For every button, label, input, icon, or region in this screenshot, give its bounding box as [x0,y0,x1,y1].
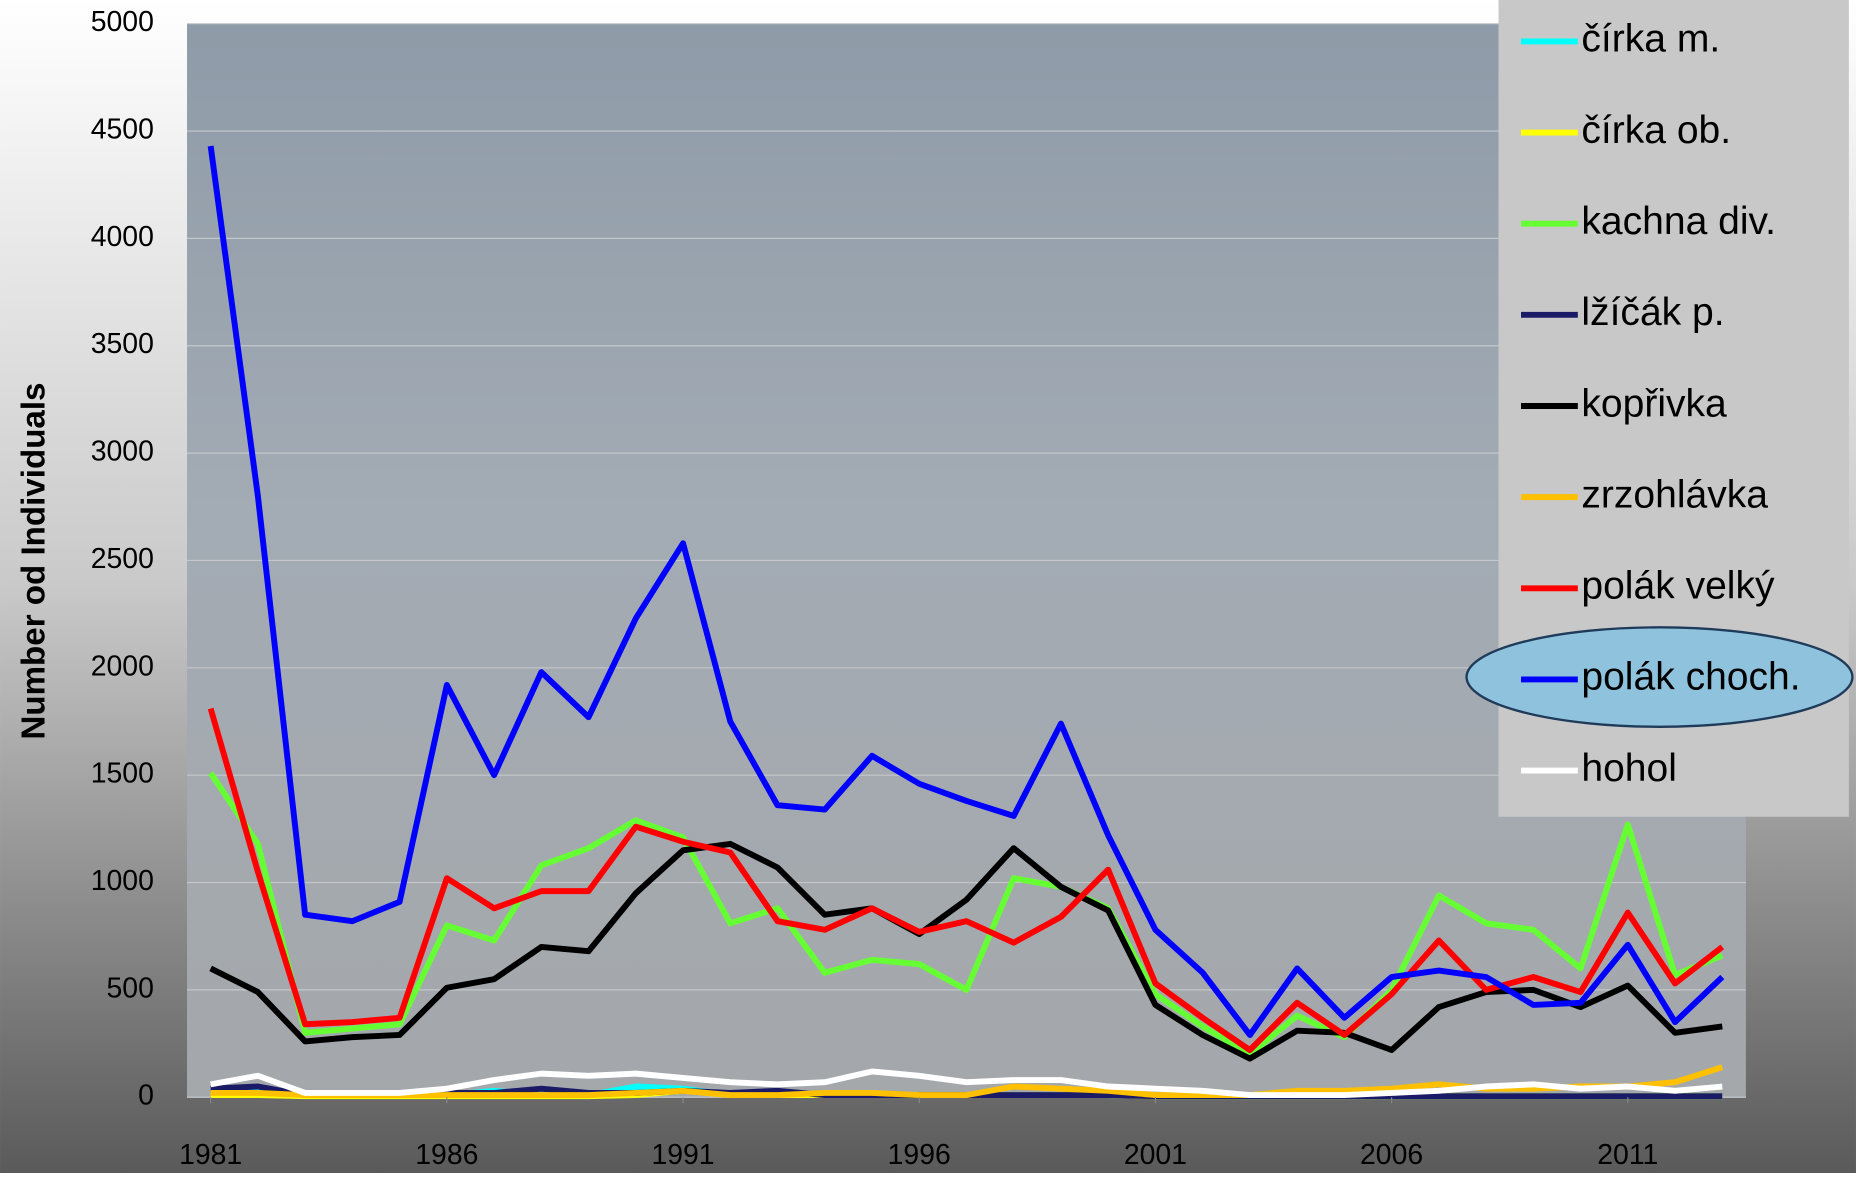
x-tick-label: 1991 [651,1139,714,1171]
legend-label: polák choch. [1581,656,1800,699]
y-tick-label: 3500 [91,328,154,360]
y-tick-label: 0 [138,1080,154,1112]
legend-label: hohol [1581,747,1677,790]
y-tick-label: 2000 [91,650,154,682]
x-tick-label: 1981 [179,1139,242,1171]
y-tick-label: 4500 [91,114,154,146]
legend-label: zrzohlávka [1581,473,1768,516]
x-tick-label: 2001 [1124,1139,1187,1171]
y-tick-label: 1000 [91,865,154,897]
legend-label: čírka m. [1581,18,1720,61]
y-tick-label: 2500 [91,543,154,575]
y-tick-label: 1500 [91,758,154,790]
legend-label: kopřivka [1581,382,1727,425]
y-tick-label: 3000 [91,436,154,468]
legend-label: kachna div. [1581,200,1776,243]
y-tick-label: 5000 [91,6,154,38]
legend-label: čírka ob. [1581,109,1731,152]
series-line [209,840,1723,1062]
series-line [207,145,1725,1038]
y-axis-label: Number od Individuals [15,383,52,740]
series-line [208,771,1724,1058]
x-tick-label: 1996 [888,1139,951,1171]
series-line [210,1068,1723,1099]
x-tick-label: 1986 [415,1139,478,1171]
legend-label: polák velký [1581,565,1775,608]
x-tick-label: 2006 [1360,1139,1423,1171]
y-tick-label: 4000 [91,221,154,253]
x-tick-label: 2011 [1597,1139,1658,1171]
legend-label: lžíčák p. [1581,291,1724,334]
legend-highlight [1465,626,1854,728]
y-tick-label: 500 [107,972,154,1004]
